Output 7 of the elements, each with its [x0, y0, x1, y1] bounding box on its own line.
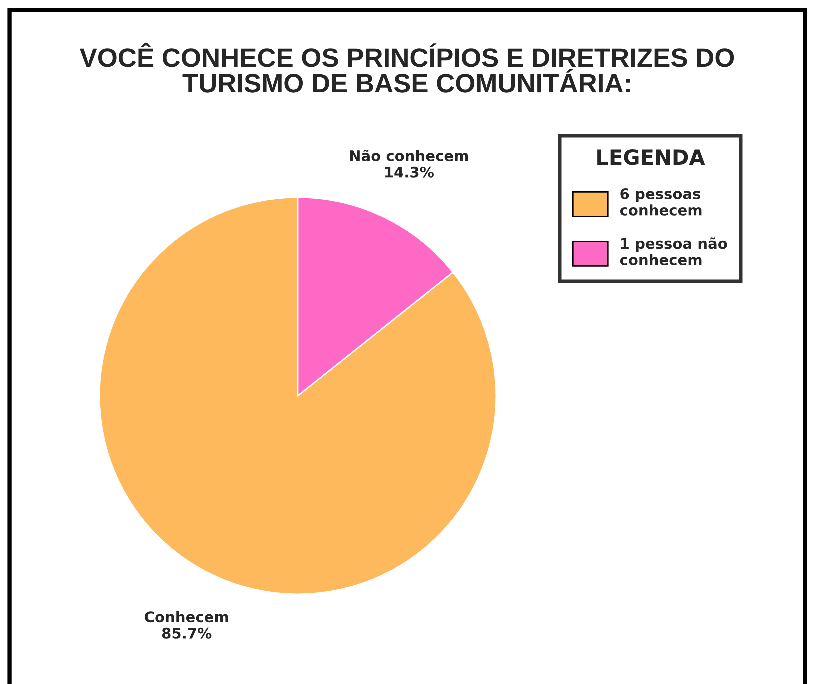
pie-slice	[98, 196, 498, 596]
chart-title: VOCÊ CONHECE OS PRINCÍPIOS E DIRETRIZES DO TURISMO DE BASE COMUNITÁRIA:	[80, 43, 734, 93]
data-label: Não conhecem 14.3%	[350, 150, 468, 178]
legend-title: LEGENDA	[598, 149, 706, 166]
data-label: Conhecem 85.7%	[145, 611, 228, 639]
legend-label: 6 pessoas conhecem	[620, 188, 702, 216]
legend-label: 1 pessoa não conhecem	[620, 238, 728, 266]
